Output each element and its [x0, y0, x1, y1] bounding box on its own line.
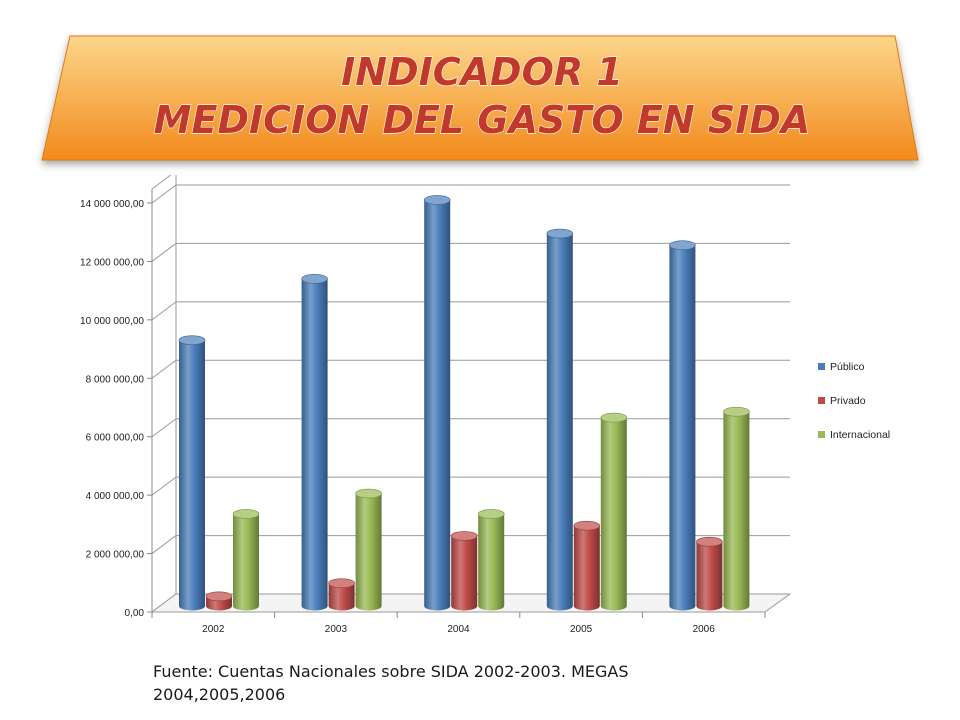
bar-privado-2002 [205, 591, 233, 611]
bar-internacional-2002 [232, 509, 260, 611]
cylinder-cap [723, 406, 750, 417]
bar-pblico-2003 [301, 274, 328, 611]
bar-internacional-2005 [600, 412, 628, 611]
y-tick-label: 6 000 000,00 [86, 433, 145, 444]
y-tick-label: 12 000 000,00 [80, 257, 144, 268]
cylinder-body [669, 245, 696, 611]
y-tick-label: 10 000 000,00 [80, 316, 144, 327]
y-tick-label: 8 000 000,00 [86, 374, 145, 385]
banner-title-line2: MEDICION DEL GASTO EN SIDA [154, 98, 811, 142]
cylinder-body [424, 199, 451, 611]
bar-privado-2005 [573, 520, 601, 611]
x-tick-label: 2003 [325, 624, 348, 635]
legend-label: Internacional [830, 429, 890, 441]
title-banner: INDICADOR 1 MEDICION DEL GASTO EN SIDA [41, 35, 919, 161]
cylinder-body [573, 525, 600, 611]
cylinder-cap [205, 591, 233, 602]
x-tick-label: 2005 [570, 624, 593, 635]
cylinder-cap [600, 412, 628, 423]
x-tick-label: 2006 [693, 624, 716, 635]
bar-chart: 0,00 2 000 000,00 4 000 000,00 6 000 000,00… [80, 175, 890, 635]
y-tick-label: 2 000 000,00 [86, 550, 145, 561]
y-tick-label: 14 000 000,00 [80, 199, 144, 210]
bar-privado-2004 [450, 531, 478, 611]
cylinder-cap [355, 488, 382, 499]
cylinder-body [328, 583, 355, 611]
cylinder-body [546, 233, 573, 611]
cylinder-cap [477, 509, 505, 519]
source-note: Fuente: Cuentas Nacionales sobre SIDA 20… [153, 662, 629, 704]
gridline-diagonal [151, 301, 177, 321]
cylinder-cap [178, 335, 206, 345]
cylinder-cap [573, 520, 601, 531]
cylinder-body [355, 493, 382, 611]
cylinder-body [301, 278, 328, 611]
cylinder-body [696, 541, 723, 611]
y-tick-label: 0,00 [125, 608, 145, 619]
banner-shape [41, 35, 919, 161]
bar-pblico-2005 [546, 228, 574, 611]
gridline-diagonal [151, 535, 177, 554]
legend-swatch [818, 431, 825, 438]
gridline-diagonal [151, 418, 177, 438]
bar-privado-2003 [328, 578, 355, 611]
banner-title-line1: INDICADOR 1 [341, 50, 623, 94]
cylinder-cap [450, 531, 478, 541]
legend-label: Privado [830, 395, 866, 407]
cylinder-body [179, 340, 205, 611]
gridline-diagonal [151, 184, 177, 204]
cylinder-body [600, 417, 627, 611]
cylinder-cap [301, 274, 328, 284]
cylinder-body [478, 513, 505, 611]
x-tick-label: 2002 [202, 624, 225, 635]
y-axis-top-diagonal [151, 175, 172, 190]
cylinder-cap [423, 195, 451, 205]
legend-swatch [818, 363, 825, 370]
cylinder-cap [546, 228, 574, 239]
gridline-diagonal [151, 476, 177, 496]
gridline-diagonal [151, 359, 177, 379]
bar-pblico-2006 [669, 240, 696, 611]
gridline-diagonal [151, 243, 177, 262]
bar-internacional-2006 [723, 406, 750, 611]
cylinder-body [233, 513, 259, 611]
cylinder-body [723, 411, 750, 611]
x-tick-label: 2004 [447, 624, 470, 635]
cylinder-cap [232, 509, 260, 519]
bar-privado-2006 [696, 536, 723, 611]
cylinder-cap [328, 578, 355, 589]
cylinder-body [451, 535, 478, 611]
y-tick-label: 4 000 000,00 [86, 491, 145, 502]
bar-internacional-2004 [477, 509, 505, 611]
legend-swatch [818, 397, 825, 404]
cylinder-cap [696, 536, 723, 547]
bar-pblico-2004 [423, 195, 451, 611]
bar-pblico-2002 [178, 335, 206, 611]
legend-label: Público [830, 361, 865, 373]
bar-internacional-2003 [355, 488, 382, 611]
cylinder-cap [669, 240, 696, 251]
